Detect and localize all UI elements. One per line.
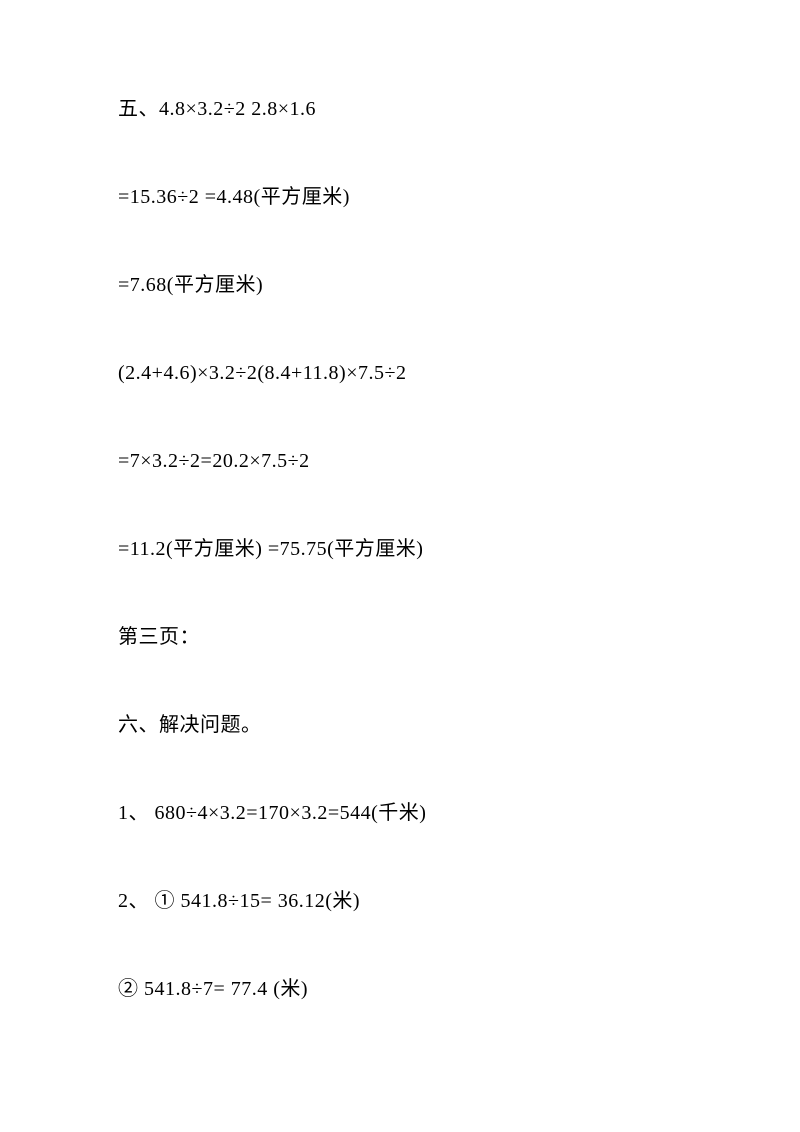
text-line-8: 六、解决问题。 <box>118 711 682 739</box>
text-line-4: (2.4+4.6)×3.2÷2(8.4+11.8)×7.5÷2 <box>118 359 682 387</box>
text-line-10: 2、 ① 541.8÷15= 36.12(米) <box>118 887 682 915</box>
text-line-9: 1、 680÷4×3.2=170×3.2=544(千米) <box>118 799 682 827</box>
text-line-1: 五、4.8×3.2÷2 2.8×1.6 <box>118 95 682 123</box>
text-line-2: =15.36÷2 =4.48(平方厘米) <box>118 183 682 211</box>
text-line-11: ② 541.8÷7= 77.4 (米) <box>118 975 682 1003</box>
text-line-3: =7.68(平方厘米) <box>118 271 682 299</box>
text-line-6: =11.2(平方厘米) =75.75(平方厘米) <box>118 535 682 563</box>
text-line-5: =7×3.2÷2=20.2×7.5÷2 <box>118 447 682 475</box>
text-line-7: 第三页： <box>118 623 682 651</box>
